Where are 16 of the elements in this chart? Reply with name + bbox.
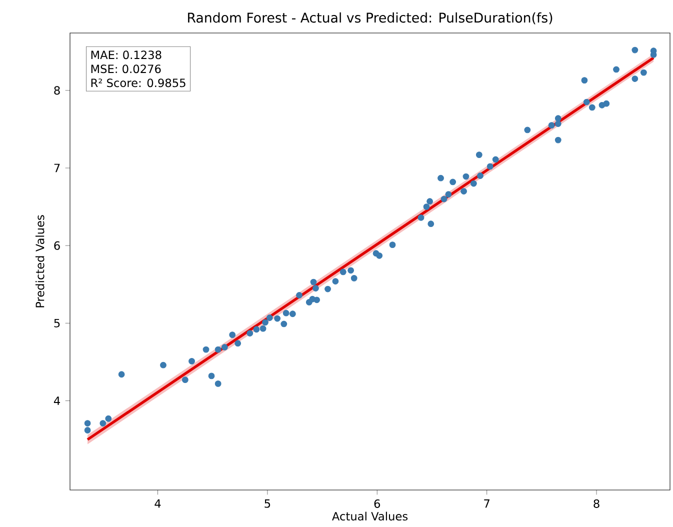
x-tick-label: 7 bbox=[484, 499, 490, 508]
annotation: R² Score: 0.9855 bbox=[91, 78, 186, 88]
x-axis-title: Actual Values bbox=[332, 512, 408, 521]
x-tick-label: 6 bbox=[374, 499, 380, 508]
y-tick-label: 6 bbox=[54, 241, 60, 250]
y-axis-title: Predicted Values bbox=[35, 215, 44, 308]
y-tick-label: 8 bbox=[54, 86, 60, 95]
y-tick-label: 4 bbox=[54, 396, 60, 405]
chart-title: Random Forest - Actual vs Predicted: PulseDuration(fs) bbox=[188, 12, 552, 24]
annotation: MSE: 0.0276 bbox=[91, 64, 161, 74]
annotation: MAE: 0.1238 bbox=[91, 50, 162, 60]
x-tick-label: 5 bbox=[264, 499, 270, 508]
x-tick-label: 8 bbox=[594, 499, 600, 508]
y-tick-label: 7 bbox=[54, 164, 60, 172]
x-tick-label: 4 bbox=[154, 499, 161, 508]
y-tick-label: 5 bbox=[54, 318, 60, 328]
